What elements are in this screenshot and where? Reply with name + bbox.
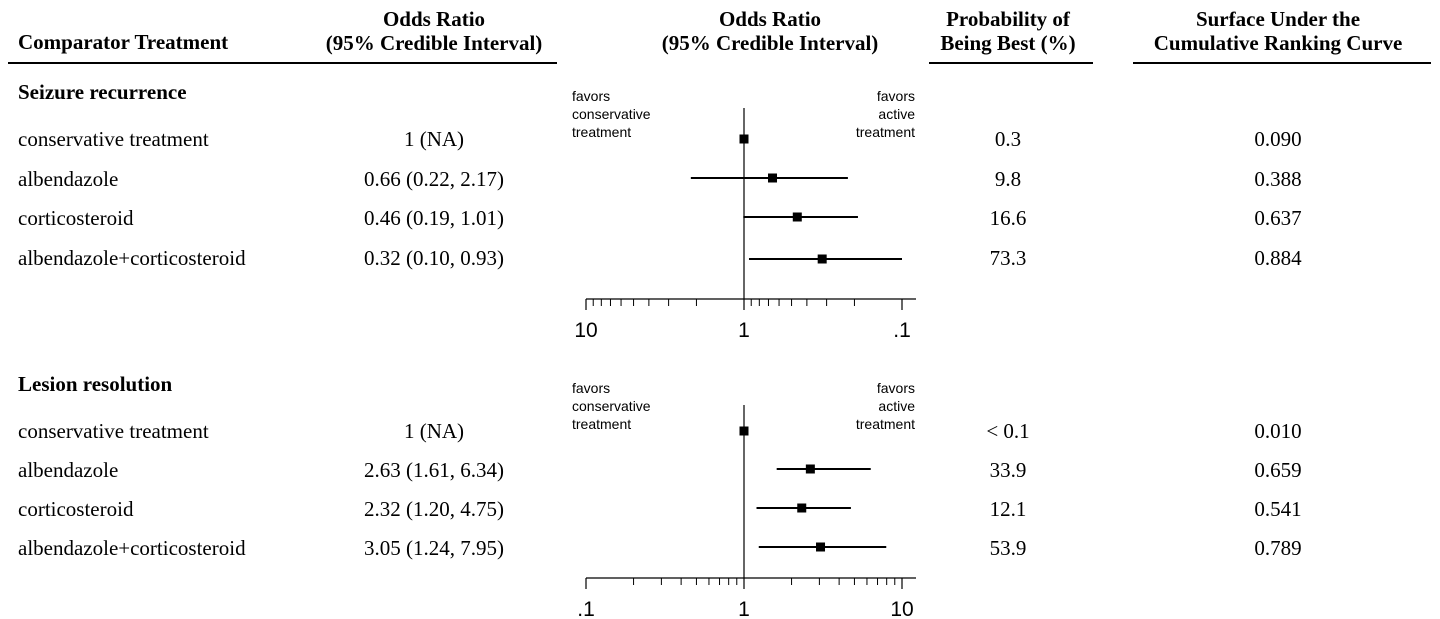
favors-right-label: active (878, 398, 915, 414)
sucra-value: 0.541 (1254, 497, 1302, 521)
header-or-plot-line2: (95% Credible Interval) (661, 31, 879, 55)
header-or-text-line2: (95% Credible Interval) (325, 31, 543, 55)
treatment-label: albendazole (18, 167, 119, 191)
favors-right-label: active (878, 106, 915, 122)
header-or-text: Odds Ratio (95% Credible Interval) (300, 7, 568, 55)
sucra-value: 0.884 (1254, 246, 1302, 270)
header-prob-line2: Being Best (%) (940, 31, 1076, 55)
favors-right-label: treatment (856, 124, 915, 140)
sucra-value: 0.010 (1254, 419, 1302, 443)
treatment-label: albendazole+corticosteroid (18, 246, 246, 270)
prob-best-value: 9.8 (994, 167, 1022, 191)
prob-best-value: 73.3 (989, 246, 1027, 270)
header-or-plot: Odds Ratio (95% Credible Interval) (635, 7, 905, 55)
tick-label: .1 (577, 598, 595, 619)
treatment-label: conservative treatment (18, 419, 209, 443)
header-rule (8, 62, 557, 64)
prob-best-value: 16.6 (989, 206, 1027, 230)
header-sucra-line1: Surface Under the (1195, 7, 1361, 31)
tick-label: 10 (574, 319, 597, 342)
favors-right-label: favors (877, 88, 915, 104)
sucra-value: 0.659 (1254, 458, 1302, 482)
prob-best-value: 12.1 (989, 497, 1027, 521)
header-prob-line1: Probability of (946, 7, 1070, 31)
treatment-label: corticosteroid (18, 206, 134, 230)
prob-best-value: 33.9 (989, 458, 1027, 482)
treatment-label: corticosteroid (18, 497, 134, 521)
favors-right-label: favors (877, 380, 915, 396)
favors-left-label: conservative (572, 398, 651, 414)
favors-left-label: favors (572, 88, 610, 104)
header-comparator: Comparator Treatment (18, 30, 229, 54)
or-text: 2.63 (1.61, 6.34) (364, 458, 504, 482)
point-estimate-marker (768, 173, 778, 183)
point-estimate-marker (792, 212, 802, 222)
or-text: 1 (NA) (403, 419, 465, 443)
or-text: 0.66 (0.22, 2.17) (364, 167, 504, 191)
header-sucra-line2: Cumulative Ranking Curve (1153, 31, 1403, 55)
or-text: 0.46 (0.19, 1.01) (364, 206, 504, 230)
header-or-text-line1: Odds Ratio (382, 7, 486, 31)
point-estimate-marker (817, 254, 827, 264)
favors-left-label: treatment (572, 416, 631, 432)
or-text: 3.05 (1.24, 7.95) (364, 536, 504, 560)
header-rule (1133, 62, 1431, 64)
section-title: Lesion resolution (18, 372, 173, 396)
tick-label: .1 (893, 319, 911, 342)
favors-left-label: conservative (572, 106, 651, 122)
sucra-value: 0.388 (1254, 167, 1302, 191)
point-estimate-marker (816, 542, 826, 552)
or-text: 0.32 (0.10, 0.93) (364, 246, 504, 270)
favors-left-label: favors (572, 380, 610, 396)
favors-right-label: treatment (856, 416, 915, 432)
tick-label: 1 (738, 319, 750, 342)
header-rule (929, 62, 1093, 64)
prob-best-value: < 0.1 (986, 419, 1030, 443)
or-text: 1 (NA) (403, 127, 465, 151)
tick-label: 1 (738, 598, 750, 619)
header-prob-best: Probability of Being Best (%) (918, 7, 1098, 55)
treatment-label: albendazole (18, 458, 119, 482)
header-sucra: Surface Under the Cumulative Ranking Cur… (1133, 7, 1423, 55)
favors-left-label: treatment (572, 124, 631, 140)
sucra-value: 0.637 (1254, 206, 1302, 230)
sucra-value: 0.090 (1254, 127, 1302, 151)
treatment-label: conservative treatment (18, 127, 209, 151)
prob-best-value: 0.3 (994, 127, 1022, 151)
header-or-plot-line1: Odds Ratio (718, 7, 822, 31)
prob-best-value: 53.9 (989, 536, 1027, 560)
point-estimate-marker (739, 134, 749, 144)
treatment-label: albendazole+corticosteroid (18, 536, 246, 560)
point-estimate-marker (797, 503, 807, 513)
sucra-value: 0.789 (1254, 536, 1302, 560)
point-estimate-marker (739, 426, 749, 436)
or-text: 2.32 (1.20, 4.75) (364, 497, 504, 521)
point-estimate-marker (805, 464, 815, 474)
tick-label: 10 (890, 598, 913, 619)
section-title: Seizure recurrence (18, 80, 187, 104)
